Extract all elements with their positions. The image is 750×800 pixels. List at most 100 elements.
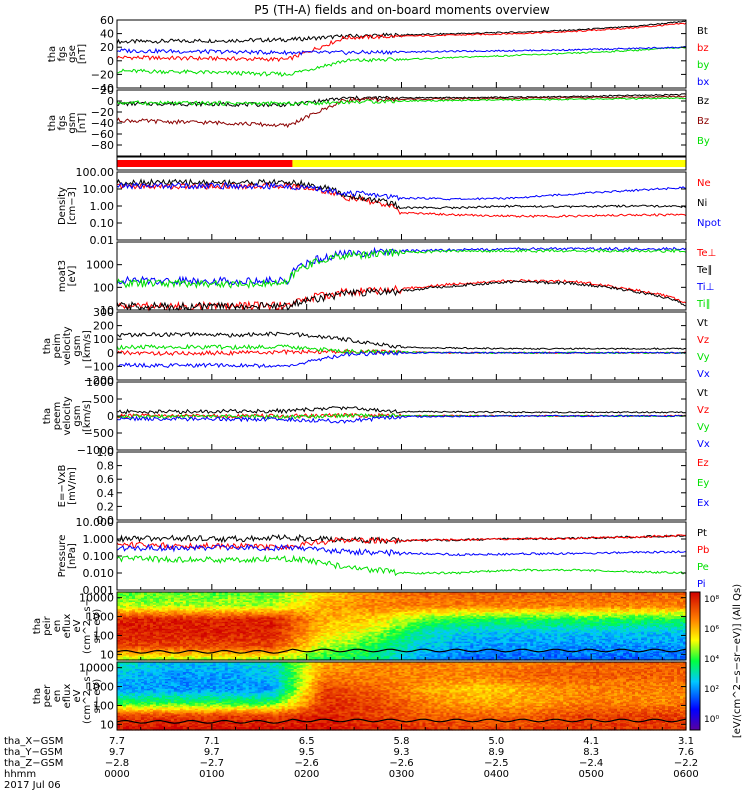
y-tick-label: 200 [93, 320, 114, 333]
series-line-Pe [116, 554, 687, 577]
series-line-Bz [116, 93, 687, 108]
y-tick-label: −100 [84, 360, 114, 373]
colorbar-tick: 10⁶ [704, 625, 719, 635]
legend-label-Bt: Bt [697, 26, 708, 37]
x-row-label: tha_Z−GSM [4, 758, 63, 769]
x-tick-label: 9.7 [204, 747, 220, 758]
x-tick-label: −2.7 [200, 758, 224, 769]
y-tick-label: −200 [84, 374, 114, 387]
legend-label-Vz: Vz [697, 335, 709, 346]
series-line-Pb [116, 534, 687, 552]
svg-text:[km/s]: [km/s] [82, 400, 93, 432]
series-line-Ni [116, 178, 687, 210]
y-tick-label: 0.100 [83, 550, 115, 563]
x-tick-label: 0600 [673, 769, 698, 780]
y-tick-label: 0 [107, 55, 114, 68]
series-line-By [116, 97, 687, 107]
y-axis-label: E=−VxB [mV/m] [57, 465, 78, 508]
x-tick-label: 3.1 [678, 736, 694, 747]
series-line-Ti⊥ [116, 246, 687, 286]
legend-label-Bz: Bz [697, 116, 709, 127]
svg-text:peim: peim [52, 333, 63, 358]
x-row-label: tha_X−GSM [4, 736, 63, 747]
y-tick-label: 1000 [86, 376, 114, 389]
y-tick-label: 60 [100, 14, 114, 27]
colorbar-tick: 10⁴ [704, 655, 719, 665]
y-tick-label: 10 [100, 718, 114, 731]
y-tick-label: 0.01 [90, 234, 115, 247]
svg-text:fgs: fgs [57, 115, 68, 130]
x-tick-label: 9.3 [394, 747, 410, 758]
legend-label-bz: bz [697, 43, 709, 54]
legend-label-Vx: Vx [697, 369, 710, 380]
y-tick-label: 0.10 [90, 217, 115, 230]
svg-text:tha: tha [42, 408, 53, 424]
legend-label-Vt: Vt [697, 388, 708, 399]
legend-label-Ne: Ne [697, 178, 711, 189]
y-tick-label: 20 [100, 41, 114, 54]
y-tick-label: 100 [93, 281, 114, 294]
y-tick-label: −40 [91, 117, 114, 130]
svg-text:Pressure: Pressure [57, 535, 68, 578]
panel-2 [116, 156, 687, 171]
svg-text:tha: tha [47, 115, 58, 131]
panel-frame [116, 451, 687, 521]
x-row-label: hhmm [4, 769, 36, 780]
y-axis-label: moat3 [eV] [57, 260, 78, 292]
legend-label-Vx: Vx [697, 439, 710, 450]
svg-text:tha: tha [42, 338, 53, 354]
panel-3: Ne Ni Npot 100.00 10.00 1.00 0.10 0.01 Density [c… [57, 166, 721, 247]
series-line-Ne [116, 181, 687, 218]
legend-label-Vz: Vz [697, 405, 709, 416]
legend-label-Vt: Vt [697, 318, 708, 329]
svg-text:gsm: gsm [72, 335, 83, 356]
colorbar-label: [eV/(cm^2−s−sr−eV)] (All Qs) [732, 584, 743, 738]
series-line-Bz [116, 95, 687, 129]
y-tick-label: 500 [93, 393, 114, 406]
series-line-bz [116, 22, 687, 63]
legend-label-Te⊥: Te⊥ [696, 248, 716, 259]
legend-label-Vy: Vy [697, 352, 710, 363]
series-line-bx [116, 45, 687, 56]
y-tick-label: 40 [100, 28, 114, 41]
y-tick-label: 10.000 [76, 516, 115, 529]
y-tick-label: 300 [93, 306, 114, 319]
legend-label-Bz: Bz [697, 96, 709, 107]
y-tick-label: −20 [91, 68, 114, 81]
x-tick-label: 0300 [389, 769, 414, 780]
svg-text:[nT]: [nT] [77, 44, 88, 64]
x-tick-label: −2.8 [105, 758, 129, 769]
y-tick-label: −500 [84, 427, 114, 440]
y-axis-label: Pressure [nPa] [57, 535, 78, 578]
panel-8: Pt Pb Pe Pi 10.000 1.000 0.100 0.010 0.001 Pressu… [57, 516, 709, 597]
x-row-label: tha_Y−GSM [4, 747, 63, 758]
svg-text:moat3: moat3 [57, 260, 68, 292]
state-segment-0 [117, 160, 293, 167]
svg-text:[mV/m]: [mV/m] [67, 467, 78, 505]
legend-label-Te∥: Te∥ [696, 265, 713, 276]
y-tick-label: 100 [93, 629, 114, 642]
svg-text:[km/s]: [km/s] [82, 330, 93, 362]
x-tick-label: −2.6 [295, 758, 319, 769]
series-line-Vt [117, 406, 687, 415]
y-tick-label: 0 [107, 347, 114, 360]
potential-trace [116, 648, 687, 654]
legend-label-Ni: Ni [697, 198, 707, 209]
svg-text:velocity: velocity [62, 396, 73, 435]
x-tick-label: 5.8 [394, 736, 410, 747]
x-tick-label: 7.6 [678, 747, 694, 758]
y-tick-label: 10000 [79, 592, 114, 605]
legend-label-Ey: Ey [697, 478, 709, 489]
state-segment-1 [292, 160, 686, 167]
svg-text:gse: gse [67, 45, 78, 63]
y-tick-label: 1.0 [97, 446, 115, 459]
series-line-Npot [116, 181, 687, 202]
y-tick-label: 0.0 [97, 514, 115, 527]
y-tick-label: 1000 [86, 611, 114, 624]
y-tick-label: 20 [100, 84, 114, 97]
